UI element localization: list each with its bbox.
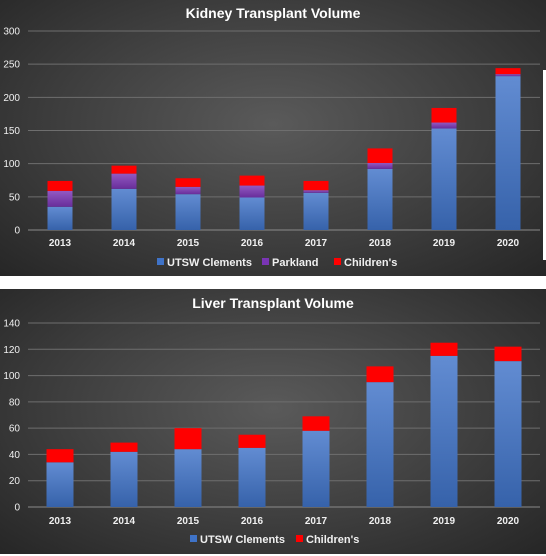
y-tick-label: 0 xyxy=(14,503,20,514)
liver-chart-panel: Liver Transplant Volume 0 20 40 60 80 100 120 1… xyxy=(0,289,546,554)
y-tick-label: 100 xyxy=(3,159,20,170)
x-tick-label: 2013 xyxy=(49,516,72,527)
bar-childrens-2020 xyxy=(495,68,521,75)
y-tick-label: 0 xyxy=(14,226,20,237)
bar-utsw-2015 xyxy=(174,449,202,507)
x-tick-label: 2014 xyxy=(113,238,136,249)
bar-utsw-2020 xyxy=(495,76,521,231)
bar-parkland-2015 xyxy=(175,186,201,195)
x-tick-label: 2018 xyxy=(369,516,392,527)
legend-label: UTSW Clements xyxy=(200,534,285,546)
x-tick-label: 2016 xyxy=(241,238,264,249)
y-tick-label: 250 xyxy=(3,60,20,71)
x-tick-label: 2020 xyxy=(497,238,520,249)
legend-swatch xyxy=(157,258,164,265)
x-tick-label: 2020 xyxy=(497,516,520,527)
bar-utsw-2017 xyxy=(302,430,330,507)
x-tick-label: 2015 xyxy=(177,238,200,249)
bar-childrens-2017 xyxy=(302,416,330,431)
y-tick-label: 200 xyxy=(3,93,20,104)
bar-utsw-2019 xyxy=(431,128,457,230)
y-tick-label: 50 xyxy=(9,192,21,203)
legend-label: Parkland xyxy=(272,257,318,269)
bar-childrens-2016 xyxy=(238,434,266,448)
x-tick-label: 2019 xyxy=(433,516,456,527)
bar-parkland-2017 xyxy=(303,190,329,193)
bar-utsw-2018 xyxy=(367,168,393,230)
bar-utsw-2013 xyxy=(47,206,73,230)
y-tick-label: 140 xyxy=(3,319,20,330)
chart-title: Kidney Transplant Volume xyxy=(186,5,361,21)
bar-utsw-2018 xyxy=(366,382,394,507)
liver-chart: Liver Transplant Volume 0 20 40 60 80 100 120 1… xyxy=(3,295,540,546)
bar-childrens-2014 xyxy=(111,165,137,174)
bar-childrens-2018 xyxy=(367,148,393,164)
bar-utsw-2020 xyxy=(494,361,522,507)
legend-label: Children's xyxy=(306,534,359,546)
bar-utsw-2014 xyxy=(110,451,138,507)
bar-childrens-2019 xyxy=(430,342,458,356)
y-tick-label: 150 xyxy=(3,126,20,137)
bar-parkland-2014 xyxy=(111,173,137,189)
x-tick-label: 2017 xyxy=(305,516,328,527)
legend-swatch xyxy=(296,535,303,542)
y-tick-label: 20 xyxy=(9,476,21,487)
legend-swatch xyxy=(262,258,269,265)
bar-utsw-2019 xyxy=(430,355,458,507)
legend-swatch xyxy=(334,258,341,265)
bar-childrens-2018 xyxy=(366,366,394,383)
y-tick-label: 100 xyxy=(3,371,20,382)
kidney-chart: Kidney Transplant Volume 0 50 100 150 200 250… xyxy=(3,5,540,269)
bar-utsw-2016 xyxy=(239,197,265,230)
legend-swatch xyxy=(190,535,197,542)
x-tick-label: 2014 xyxy=(113,516,136,527)
bar-utsw-2017 xyxy=(303,192,329,230)
bar-utsw-2013 xyxy=(46,462,74,507)
bar-childrens-2015 xyxy=(175,178,201,187)
chart-title: Liver Transplant Volume xyxy=(192,295,354,311)
bar-childrens-2019 xyxy=(431,107,457,123)
bar-parkland-2019 xyxy=(431,122,457,129)
x-tick-label: 2015 xyxy=(177,516,200,527)
bar-utsw-2015 xyxy=(175,194,201,230)
y-tick-label: 120 xyxy=(3,345,20,356)
y-tick-label: 40 xyxy=(9,450,21,461)
x-tick-label: 2018 xyxy=(369,238,392,249)
bar-parkland-2016 xyxy=(239,185,265,198)
x-tick-label: 2016 xyxy=(241,516,264,527)
y-tick-label: 80 xyxy=(9,397,21,408)
legend-label: UTSW Clements xyxy=(167,257,252,269)
bar-childrens-2020 xyxy=(494,346,522,362)
bar-utsw-2014 xyxy=(111,188,137,230)
legend-label: Children's xyxy=(344,257,397,269)
y-tick-label: 300 xyxy=(3,27,20,38)
bar-parkland-2020 xyxy=(495,74,521,77)
panel-edge xyxy=(543,70,546,260)
kidney-chart-panel: Kidney Transplant Volume 0 50 100 150 200 250… xyxy=(0,0,546,276)
y-tick-label: 60 xyxy=(9,424,21,435)
x-tick-label: 2019 xyxy=(433,238,456,249)
x-tick-label: 2013 xyxy=(49,238,72,249)
bar-childrens-2014 xyxy=(110,442,138,452)
bar-childrens-2013 xyxy=(47,180,73,191)
bar-utsw-2016 xyxy=(238,447,266,507)
bar-childrens-2017 xyxy=(303,180,329,191)
bar-parkland-2018 xyxy=(367,163,393,169)
bar-childrens-2015 xyxy=(174,428,202,450)
bar-childrens-2013 xyxy=(46,449,74,463)
x-tick-label: 2017 xyxy=(305,238,328,249)
bar-parkland-2013 xyxy=(47,190,73,207)
bar-childrens-2016 xyxy=(239,175,265,186)
